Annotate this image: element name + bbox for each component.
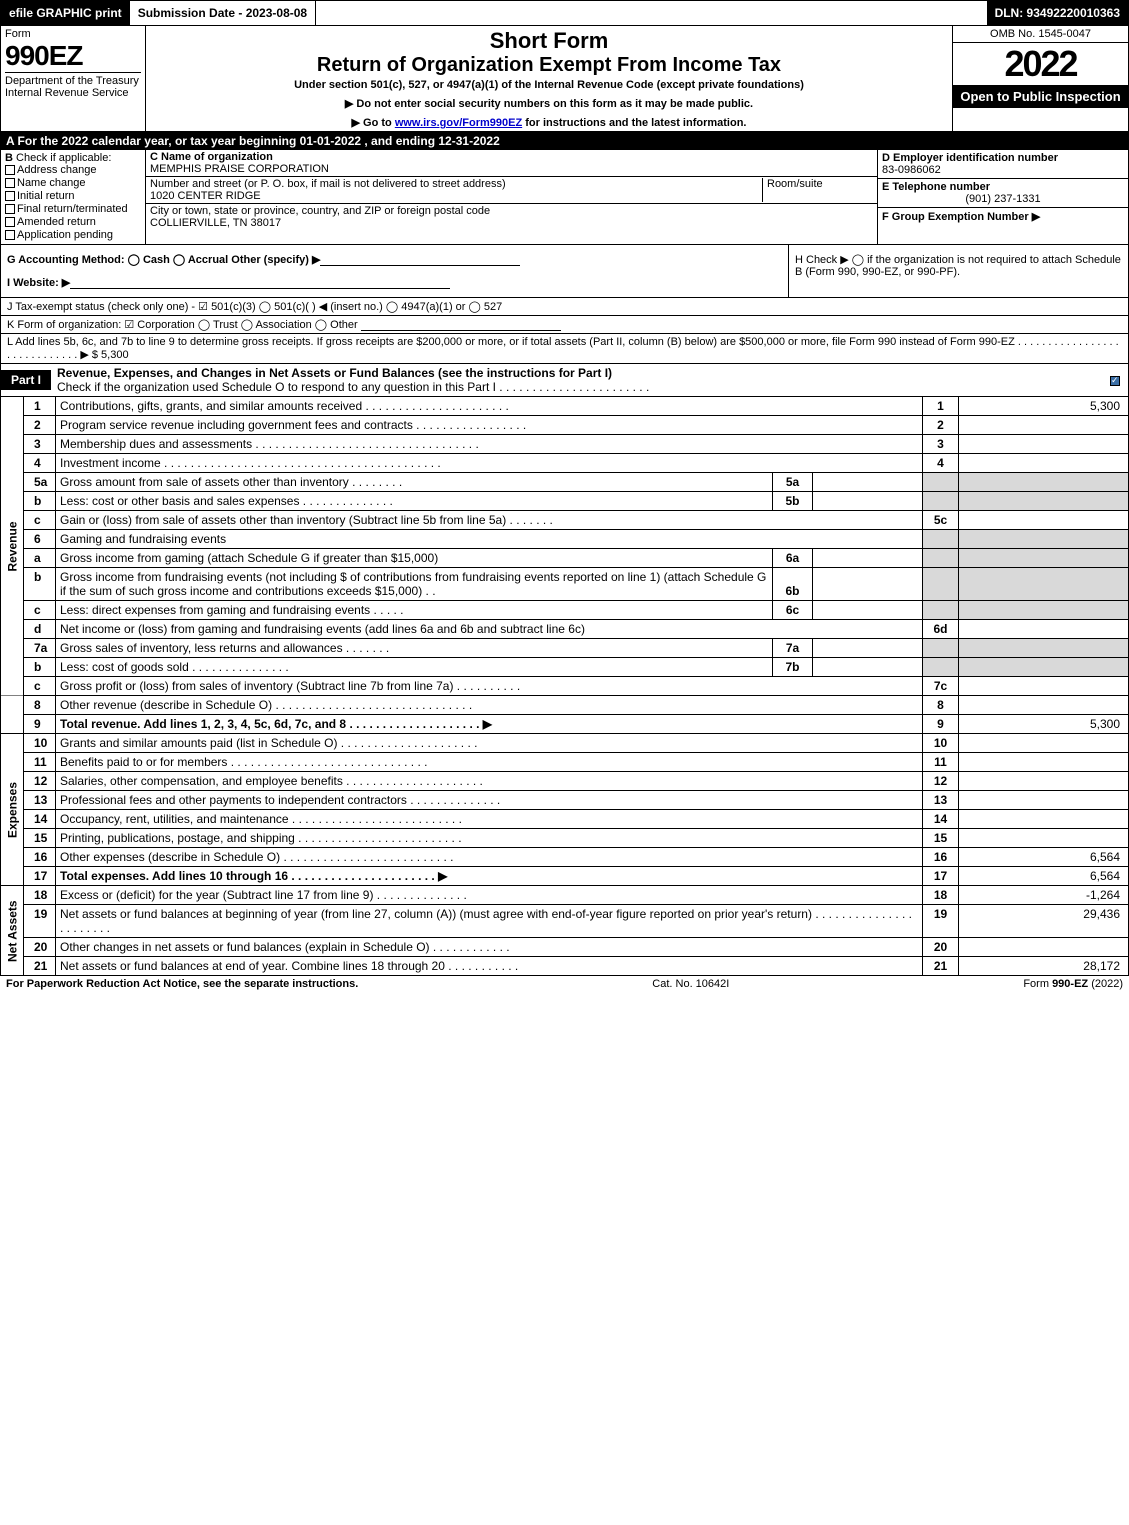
chk-pending[interactable]: Application pending <box>5 229 141 241</box>
h-schedule-b: H Check ▶ ◯ if the organization is not r… <box>788 245 1128 297</box>
cat-no: Cat. No. 10642I <box>652 978 729 990</box>
line9-value: 5,300 <box>959 715 1129 734</box>
goto-post: for instructions and the latest informat… <box>522 117 746 129</box>
side-net: Net Assets <box>1 886 24 976</box>
form-number: 990EZ <box>5 40 141 72</box>
goto-link-line: ▶ Go to www.irs.gov/Form990EZ for instru… <box>150 116 948 129</box>
row-j: J Tax-exempt status (check only one) - ☑… <box>0 298 1129 316</box>
dln-label: DLN: 93492220010363 <box>987 1 1128 25</box>
line18-value: -1,264 <box>959 886 1129 905</box>
goto-pre: ▶ Go to <box>352 117 395 129</box>
row-a-period: A For the 2022 calendar year, or tax yea… <box>0 132 1129 150</box>
b-label: B Check if applicable: <box>5 152 141 164</box>
c-name-row: C Name of organization MEMPHIS PRAISE CO… <box>146 150 877 177</box>
form-word: Form <box>5 28 141 40</box>
row-l: L Add lines 5b, 6c, and 7b to line 9 to … <box>0 334 1129 364</box>
line19-value: 29,436 <box>959 905 1129 938</box>
chk-final[interactable]: Final return/terminated <box>5 203 141 215</box>
col-gi: G Accounting Method: ◯ Cash ◯ Accrual Ot… <box>1 245 788 297</box>
department: Department of the Treasury Internal Reve… <box>5 72 141 99</box>
c-city-row: City or town, state or province, country… <box>146 204 877 230</box>
row-k: K Form of organization: ☑ Corporation ◯ … <box>0 316 1129 334</box>
room-suite: Room/suite <box>763 178 873 202</box>
line21-value: 28,172 <box>959 957 1129 976</box>
efile-top-bar: efile GRAPHIC print Submission Date - 20… <box>0 0 1129 26</box>
row-gh: G Accounting Method: ◯ Cash ◯ Accrual Ot… <box>0 245 1129 298</box>
e-phone: E Telephone number (901) 237-1331 <box>878 179 1128 208</box>
col-c: C Name of organization MEMPHIS PRAISE CO… <box>146 150 878 244</box>
g-accounting: G Accounting Method: ◯ Cash ◯ Accrual Ot… <box>7 253 782 266</box>
under-section: Under section 501(c), 527, or 4947(a)(1)… <box>150 79 948 91</box>
part1-title: Revenue, Expenses, and Changes in Net As… <box>51 364 1104 396</box>
paperwork-notice: For Paperwork Reduction Act Notice, see … <box>6 978 358 990</box>
l-value: 5,300 <box>101 349 129 361</box>
ssn-warning: ▶ Do not enter social security numbers o… <box>150 97 948 110</box>
line17-value: 6,564 <box>959 867 1129 886</box>
side-revenue: Revenue <box>1 397 24 696</box>
phone-value: (901) 237-1331 <box>882 193 1124 205</box>
f-group: F Group Exemption Number ▶ <box>878 208 1128 225</box>
ein-value: 83-0986062 <box>882 164 941 176</box>
street-address: 1020 CENTER RIDGE <box>150 190 261 202</box>
org-name: MEMPHIS PRAISE CORPORATION <box>150 163 329 175</box>
c-addr-row: Number and street (or P. O. box, if mail… <box>146 177 877 204</box>
top-spacer <box>316 1 986 25</box>
part1-table: Revenue 1 Contributions, gifts, grants, … <box>0 397 1129 976</box>
return-title: Return of Organization Exempt From Incom… <box>150 54 948 77</box>
short-form-title: Short Form <box>150 28 948 54</box>
part1-badge: Part I <box>1 370 51 390</box>
header-right: OMB No. 1545-0047 2022 Open to Public In… <box>953 26 1128 131</box>
chk-name[interactable]: Name change <box>5 177 141 189</box>
chk-address[interactable]: Address change <box>5 164 141 176</box>
col-b: B Check if applicable: Address change Na… <box>1 150 146 244</box>
chk-initial[interactable]: Initial return <box>5 190 141 202</box>
part1-header: Part I Revenue, Expenses, and Changes in… <box>0 364 1129 397</box>
page-footer: For Paperwork Reduction Act Notice, see … <box>0 976 1129 992</box>
efile-label: efile GRAPHIC print <box>1 1 130 25</box>
col-def: D Employer identification number 83-0986… <box>878 150 1128 244</box>
line1-value: 5,300 <box>959 397 1129 416</box>
side-expenses: Expenses <box>1 734 24 886</box>
form-header: Form 990EZ Department of the Treasury In… <box>0 26 1129 132</box>
form-number-cell: Form 990EZ Department of the Treasury In… <box>1 26 146 131</box>
chk-amended[interactable]: Amended return <box>5 216 141 228</box>
tax-year: 2022 <box>953 43 1128 85</box>
submission-date: Submission Date - 2023-08-08 <box>130 1 316 25</box>
omb-number: OMB No. 1545-0047 <box>953 26 1128 43</box>
form-ref: Form 990-EZ (2022) <box>1023 978 1123 990</box>
i-website: I Website: ▶ <box>7 276 782 289</box>
part1-checkbox[interactable] <box>1104 371 1128 389</box>
irs-link[interactable]: www.irs.gov/Form990EZ <box>395 117 522 129</box>
title-cell: Short Form Return of Organization Exempt… <box>146 26 953 131</box>
open-inspection: Open to Public Inspection <box>953 85 1128 108</box>
d-ein: D Employer identification number 83-0986… <box>878 150 1128 179</box>
city-state-zip: COLLIERVILLE, TN 38017 <box>150 217 281 229</box>
section-bcdef: B Check if applicable: Address change Na… <box>0 150 1129 245</box>
line16-value: 6,564 <box>959 848 1129 867</box>
